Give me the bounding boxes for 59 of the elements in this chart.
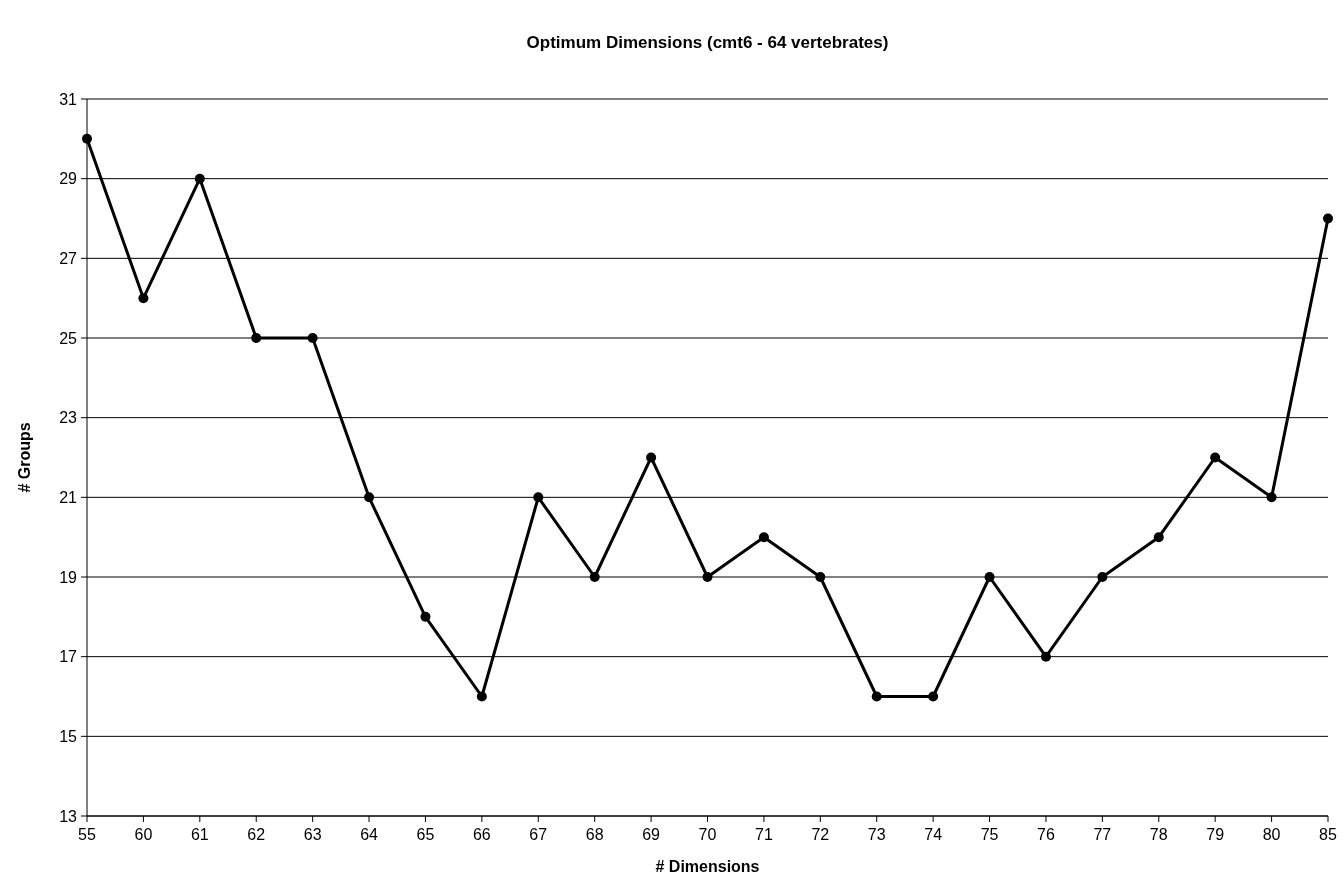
point [82, 133, 92, 144]
x-tick-label: 75 [980, 826, 999, 843]
x-tick-label: 70 [698, 826, 717, 843]
point [871, 691, 882, 702]
x-axis-title: # Dimensions [655, 858, 760, 875]
y-tick-label: 13 [59, 807, 78, 825]
x-tick-label: 72 [811, 826, 830, 843]
point [984, 572, 995, 582]
x-tick-label: 80 [1262, 826, 1281, 843]
point [251, 333, 262, 343]
y-tick-label: 15 [59, 727, 78, 745]
x-tick-label: 76 [1037, 826, 1055, 843]
x-tick-label: 60 [134, 826, 153, 843]
point [758, 532, 769, 543]
y-tick-label: 27 [59, 249, 78, 267]
y-tick-label: 19 [59, 568, 78, 586]
point [589, 572, 600, 582]
point [138, 293, 149, 304]
point [1040, 651, 1051, 662]
point [420, 611, 431, 622]
point [1266, 492, 1277, 503]
y-tick-label: 23 [59, 409, 78, 427]
y-tick-label: 29 [59, 170, 78, 188]
x-tick-label: 71 [755, 826, 773, 843]
point [815, 572, 826, 582]
point [364, 492, 375, 503]
x-tick-label: 85 [1319, 826, 1337, 843]
point [1323, 213, 1333, 224]
y-tick-label: 21 [59, 488, 78, 506]
y-tick-label: 17 [59, 648, 78, 666]
y-axis-title: # Groups [16, 422, 33, 493]
x-tick-label: 55 [78, 826, 96, 843]
x-tick-label: 67 [529, 826, 548, 843]
x-tick-label: 78 [1149, 826, 1168, 843]
point [1153, 532, 1164, 543]
chart-title: Optimum Dimensions (cmt6 - 64 vertebrates) [526, 33, 889, 52]
point [194, 173, 205, 184]
x-tick-label: 73 [867, 826, 886, 843]
x-tick-label: 64 [360, 826, 379, 843]
x-tick-label: 68 [585, 826, 604, 843]
point [307, 333, 318, 343]
x-tick-label: 62 [247, 826, 266, 843]
x-tick-label: 63 [303, 826, 322, 843]
point [476, 691, 487, 702]
x-tick-label: 79 [1206, 826, 1225, 843]
x-tick-label: 65 [416, 826, 435, 843]
point [1210, 452, 1221, 463]
x-tick-label: 66 [472, 826, 491, 843]
x-tick-label: 69 [642, 826, 661, 843]
point [702, 572, 713, 582]
point [646, 452, 657, 463]
point [928, 691, 939, 702]
y-tick-label: 31 [59, 90, 78, 108]
x-tick-label: 77 [1093, 826, 1112, 843]
x-tick-label: 74 [924, 826, 943, 843]
x-tick-label: 61 [190, 826, 209, 843]
point [1097, 572, 1108, 582]
y-tick-label: 25 [59, 329, 78, 347]
point [533, 492, 544, 503]
